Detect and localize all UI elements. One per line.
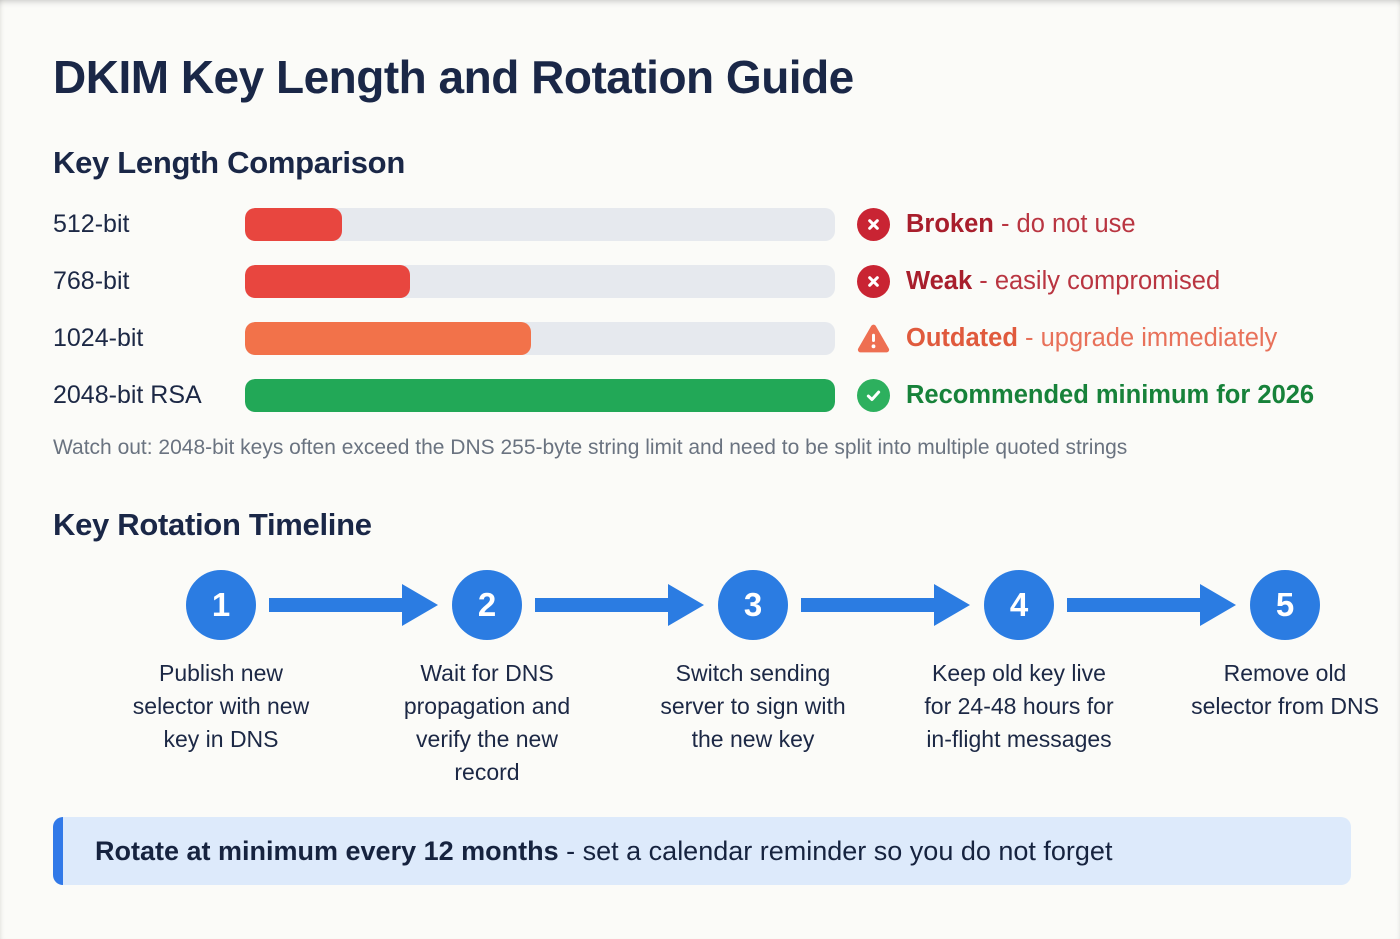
status-bold: Recommended minimum for 2026 [906, 381, 1315, 409]
comparison-heading: Key Length Comparison [53, 145, 405, 180]
bar-fill [245, 265, 411, 298]
callout-rest-text: - set a calendar reminder so you do not … [558, 835, 1113, 866]
right-arrow-icon [801, 583, 971, 627]
timeline-heading: Key Rotation Timeline [53, 507, 372, 542]
step-number: 4 [1009, 586, 1029, 623]
step-text-1: Publish new selector with new key in DNS [132, 660, 310, 752]
bar-track [245, 265, 835, 298]
bar-row-2048: 2048-bit RSA Recommended minimum for 202… [53, 379, 1347, 412]
bar-fill [245, 208, 343, 241]
status-rest: - do not use [993, 210, 1136, 238]
bar-fill [245, 322, 532, 355]
bar-label: 2048-bit RSA [53, 381, 202, 409]
rotation-timeline: 1 2 3 4 5 Publish new selector with new … [88, 570, 1400, 789]
callout-bold-text: Rotate at minimum every 12 months [95, 835, 559, 866]
status-rest: - upgrade immediately [1017, 324, 1278, 352]
right-arrow-icon [535, 583, 705, 627]
status-rest: - easily compromised [972, 267, 1221, 295]
right-arrow-icon [1067, 583, 1237, 627]
x-circle-icon [857, 265, 890, 298]
timeline-labels-row: Publish new selector with new key in DNS… [88, 657, 1400, 789]
step-text-4: Keep old key live for 24-48 hours for in… [924, 660, 1114, 752]
step-number: 1 [211, 586, 231, 623]
step-circle-5: 5 [1250, 570, 1320, 640]
bar-track [245, 379, 835, 412]
bar-track [245, 322, 835, 355]
step-circle-1: 1 [186, 570, 256, 640]
step-number: 5 [1275, 586, 1295, 623]
key-length-bar-chart: 512-bit Broken - do not use 768-bit Weak… [53, 208, 1347, 412]
bar-fill [245, 379, 835, 412]
check-circle-icon [857, 379, 890, 412]
bar-row-768: 768-bit Weak - easily compromised [53, 265, 1347, 298]
comparison-note: Watch out: 2048-bit keys often exceed th… [53, 436, 1128, 459]
timeline-circles-row: 1 2 3 4 5 [88, 570, 1400, 640]
step-circle-2: 2 [452, 570, 522, 640]
bar-label: 1024-bit [53, 324, 144, 352]
status-bold: Weak [906, 267, 973, 295]
step-circle-3: 3 [718, 570, 788, 640]
status-text: Broken - do not use [906, 210, 1136, 239]
status-bold: Outdated [906, 324, 1018, 352]
bar-row-512: 512-bit Broken - do not use [53, 208, 1347, 241]
right-arrow-icon [269, 583, 439, 627]
rotation-reminder-callout: Rotate at minimum every 12 months - set … [53, 817, 1351, 885]
step-text-5: Remove old selector from DNS [1191, 660, 1379, 719]
step-circle-4: 4 [984, 570, 1054, 640]
bar-label: 512-bit [53, 210, 130, 238]
status-text: Weak - easily compromised [906, 267, 1220, 296]
status-bold: Broken [906, 210, 994, 238]
x-circle-icon [857, 208, 890, 241]
page-title: DKIM Key Length and Rotation Guide [53, 51, 854, 103]
bar-label: 768-bit [53, 267, 130, 295]
status-text: Outdated - upgrade immediately [906, 324, 1277, 353]
step-number: 3 [743, 586, 763, 623]
bar-track [245, 208, 835, 241]
step-text-3: Switch sending server to sign with the n… [660, 660, 846, 752]
bar-row-1024: 1024-bit Outdated - upgrade immediately [53, 322, 1347, 355]
status-text: Recommended minimum for 2026 [906, 381, 1314, 410]
step-text-2: Wait for DNS propagation and verify the … [403, 660, 571, 785]
warning-triangle-icon [857, 322, 890, 355]
step-number: 2 [477, 586, 497, 623]
